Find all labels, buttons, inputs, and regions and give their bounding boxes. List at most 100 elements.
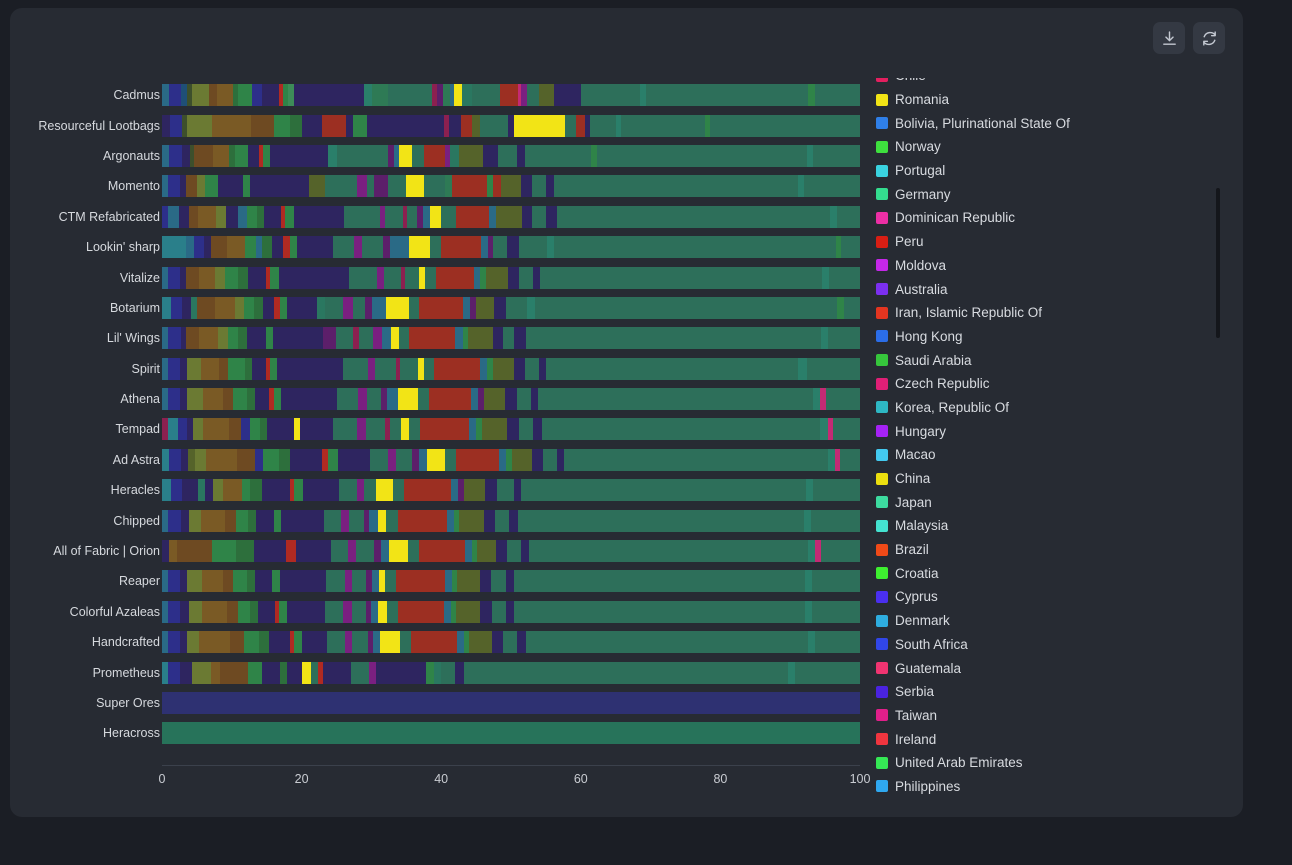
bar-segment[interactable] [185, 266, 199, 289]
bar-segment[interactable] [471, 114, 481, 137]
bar-segment[interactable] [194, 236, 205, 259]
bar-segment[interactable] [484, 388, 506, 411]
bar-segment[interactable] [475, 296, 495, 319]
bar-segment[interactable] [409, 327, 456, 350]
bar-segment[interactable] [487, 236, 494, 259]
bar-segment[interactable] [345, 631, 353, 654]
legend-item[interactable]: Japan [876, 490, 1221, 514]
bar-segment[interactable] [584, 114, 591, 137]
bar-segment[interactable] [375, 479, 393, 502]
bar-segment[interactable] [323, 509, 341, 532]
bar-segment[interactable] [261, 479, 291, 502]
stacked-bar[interactable] [162, 631, 860, 654]
bar-segment[interactable] [295, 540, 331, 563]
legend-item[interactable]: Ireland [876, 727, 1221, 751]
stacked-bar[interactable] [162, 175, 860, 198]
bar-segment[interactable] [371, 296, 387, 319]
bar-segment[interactable] [199, 327, 219, 350]
bar-segment[interactable] [201, 570, 223, 593]
bar-segment[interactable] [513, 357, 525, 380]
bar-segment[interactable] [384, 266, 402, 289]
legend-item[interactable]: United Arab Emirates [876, 751, 1221, 775]
bar-segment[interactable] [185, 236, 195, 259]
bar-segment[interactable] [246, 570, 256, 593]
bar-segment[interactable] [506, 540, 521, 563]
refresh-button[interactable] [1193, 22, 1225, 54]
bar-segment[interactable] [338, 448, 371, 471]
bar-segment[interactable] [815, 84, 860, 107]
bar-segment[interactable] [508, 114, 514, 137]
bar-segment[interactable] [180, 357, 188, 380]
bar-segment[interactable] [300, 418, 333, 441]
bar-segment[interactable] [340, 509, 350, 532]
bar-segment[interactable] [418, 357, 424, 380]
bar-segment[interactable] [811, 509, 860, 532]
bar-segment[interactable] [200, 509, 225, 532]
bar-segment[interactable] [223, 479, 242, 502]
bar-segment[interactable] [406, 175, 425, 198]
bar-segment[interactable] [462, 296, 470, 319]
bar-segment[interactable] [840, 448, 860, 471]
bar-segment[interactable] [545, 357, 799, 380]
bar-segment[interactable] [280, 509, 324, 532]
bar-segment[interactable] [246, 205, 257, 228]
bar-segment[interactable] [263, 448, 279, 471]
bar-segment[interactable] [371, 600, 379, 623]
bar-segment[interactable] [507, 236, 519, 259]
bar-segment[interactable] [449, 114, 461, 137]
bar-segment[interactable] [505, 570, 515, 593]
bar-segment[interactable] [189, 144, 194, 167]
bar-segment[interactable] [429, 236, 442, 259]
bar-segment[interactable] [553, 236, 836, 259]
bar-segment[interactable] [162, 509, 168, 532]
bar-segment[interactable] [386, 296, 410, 319]
bar-segment[interactable] [453, 509, 460, 532]
bar-segment[interactable] [222, 570, 233, 593]
bar-segment[interactable] [511, 448, 533, 471]
bar-segment[interactable] [265, 357, 270, 380]
bar-segment[interactable] [247, 509, 257, 532]
bar-segment[interactable] [197, 205, 217, 228]
bar-segment[interactable] [229, 418, 242, 441]
bar-segment[interactable] [213, 479, 224, 502]
legend-item[interactable]: Brazil [876, 538, 1221, 562]
legend-item[interactable]: Malaysia [876, 514, 1221, 538]
bar-segment[interactable] [820, 327, 829, 350]
bar-segment[interactable] [389, 540, 408, 563]
bar-segment[interactable] [516, 388, 531, 411]
bar-segment[interactable] [256, 236, 263, 259]
bar-segment[interactable] [833, 418, 860, 441]
bar-segment[interactable] [422, 205, 430, 228]
bar-segment[interactable] [506, 418, 519, 441]
bar-segment[interactable] [256, 205, 264, 228]
bar-segment[interactable] [190, 296, 197, 319]
bar-segment[interactable] [399, 327, 410, 350]
bar-segment[interactable] [187, 631, 199, 654]
bar-segment[interactable] [836, 205, 860, 228]
bar-segment[interactable] [162, 388, 168, 411]
bar-segment[interactable] [444, 570, 452, 593]
bar-segment[interactable] [565, 114, 577, 137]
bar-segment[interactable] [234, 144, 248, 167]
bar-segment[interactable] [293, 205, 344, 228]
bar-segment[interactable] [260, 418, 268, 441]
bar-segment[interactable] [187, 570, 202, 593]
bar-segment[interactable] [235, 296, 244, 319]
bar-segment[interactable] [273, 114, 291, 137]
bar-segment[interactable] [804, 570, 812, 593]
bar-segment[interactable] [386, 600, 399, 623]
bar-segment[interactable] [244, 357, 252, 380]
bar-segment[interactable] [639, 84, 646, 107]
legend-item[interactable]: Macao [876, 443, 1221, 467]
bar-segment[interactable] [346, 114, 354, 137]
bar-segment[interactable] [246, 327, 266, 350]
bar-segment[interactable] [188, 448, 196, 471]
bar-segment[interactable] [807, 631, 815, 654]
bar-segment[interactable] [283, 84, 289, 107]
bar-segment[interactable] [385, 418, 390, 441]
bar-segment[interactable] [815, 540, 821, 563]
bar-segment[interactable] [279, 296, 288, 319]
bar-segment[interactable] [525, 327, 821, 350]
bar-segment[interactable] [424, 175, 446, 198]
bar-segment[interactable] [481, 418, 507, 441]
